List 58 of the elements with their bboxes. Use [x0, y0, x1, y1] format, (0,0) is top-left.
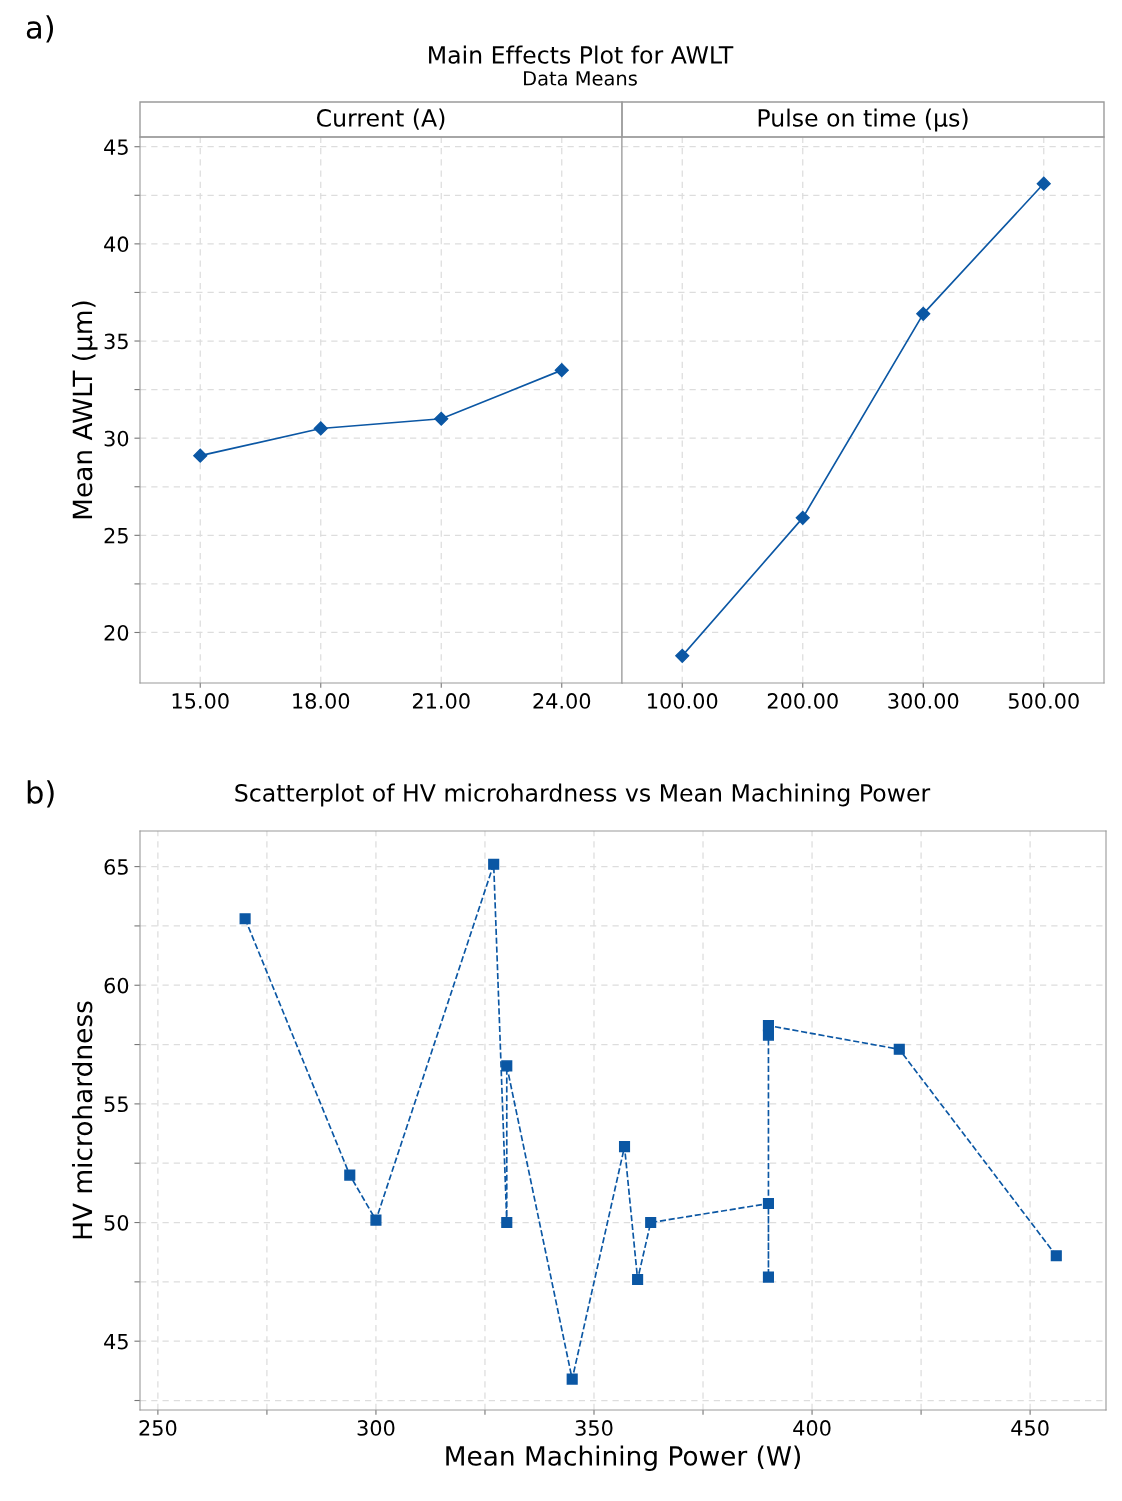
point: [370, 1214, 382, 1226]
y-axis-title: HV microhardness: [71, 1001, 93, 1239]
point: [566, 1373, 578, 1385]
x-tick-label: 300: [357, 1420, 395, 1436]
x-axis-title: Mean Machining Power (W): [446, 1445, 801, 1471]
point: [762, 1197, 775, 1210]
x-tick-label: 250: [139, 1420, 177, 1436]
x-axis-title: Current (A): [316, 108, 445, 130]
y-tick-label: 40: [104, 236, 129, 253]
point: [501, 1216, 513, 1229]
point: [313, 421, 328, 436]
y-tick-label: 55: [104, 1096, 128, 1113]
x-tick-label: 500.00: [1008, 693, 1079, 709]
x-tick-label: 21.00: [412, 693, 470, 709]
y-tick-label: 45: [104, 139, 128, 155]
x-tick-label: 300.00: [888, 693, 959, 709]
point: [762, 1020, 775, 1032]
chart-subtitle: Data Means: [524, 71, 637, 86]
y-tick-label: 30: [104, 430, 129, 447]
point: [893, 1043, 905, 1055]
point: [239, 913, 251, 925]
x-tick-label: 450: [1011, 1420, 1049, 1436]
x-tick-label: 24.00: [533, 693, 591, 709]
y-tick-label: 45: [104, 1333, 128, 1350]
point: [795, 510, 810, 525]
y-tick-label: 60: [104, 977, 129, 994]
x-tick-label: 400: [793, 1420, 831, 1436]
point: [1036, 176, 1051, 191]
x-tick-label: 200.00: [767, 693, 838, 709]
point: [675, 648, 690, 663]
x-tick-label: 18.00: [293, 693, 350, 709]
x-tick-label: 100.00: [648, 693, 718, 709]
x-tick-label: 15.00: [172, 693, 229, 709]
point: [434, 411, 449, 426]
y-tick-label: 50: [104, 1214, 129, 1231]
point: [645, 1216, 657, 1229]
point: [488, 858, 500, 870]
point: [632, 1273, 644, 1286]
chart-title: Main Effects Plot for AWLT: [429, 45, 734, 64]
point: [916, 306, 931, 321]
point: [762, 1271, 775, 1283]
x-tick-label: 350: [575, 1420, 613, 1436]
point: [554, 363, 569, 378]
point: [1050, 1250, 1062, 1262]
y-tick-label: 20: [104, 624, 129, 641]
point: [501, 1060, 513, 1072]
point: [618, 1141, 631, 1153]
chart-title: Scatterplot of HV microhardness vs Mean Machining Power: [235, 783, 931, 807]
text: b): [27, 780, 54, 808]
text: a): [26, 15, 54, 43]
y-tick-label: 25: [104, 527, 128, 544]
point: [193, 448, 208, 463]
y-axis-title: Mean AWLT (µm): [72, 301, 98, 519]
y-tick-label: 65: [104, 859, 128, 875]
point: [344, 1169, 356, 1181]
y-tick-label: 35: [104, 333, 128, 350]
x-axis-title: Pulse on time (µs): [758, 108, 968, 132]
point: [762, 1029, 775, 1041]
